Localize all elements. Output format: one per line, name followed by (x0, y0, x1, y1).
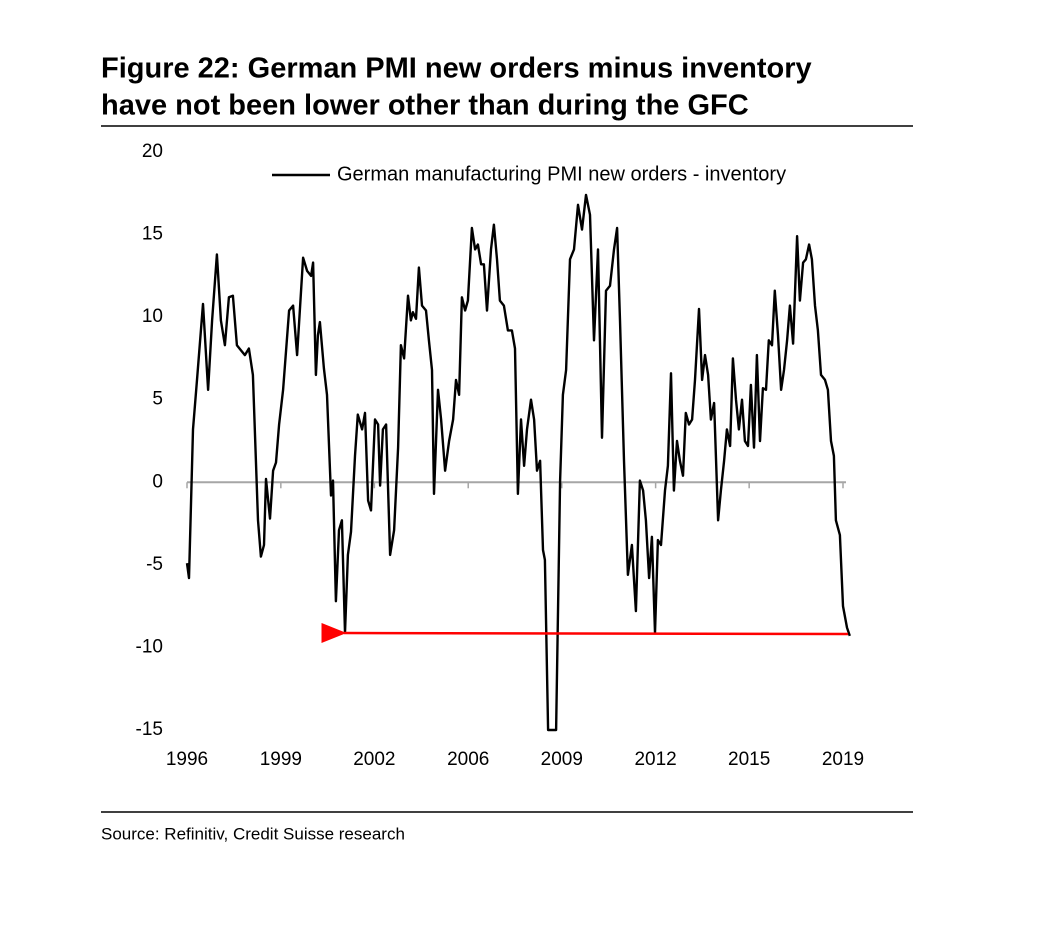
y-tick-label: 5 (152, 389, 163, 410)
x-tick-label: 2019 (822, 749, 864, 770)
source-note: Source: Refinitiv, Credit Suisse researc… (101, 824, 405, 843)
y-tick-label: 15 (142, 224, 163, 245)
x-tick-label: 2012 (634, 749, 676, 770)
y-tick-label: 20 (142, 141, 163, 162)
x-tick-label: 1996 (166, 749, 208, 770)
y-tick-label: -10 (136, 636, 163, 657)
y-tick-label: -15 (136, 719, 163, 740)
y-tick-label: 10 (142, 306, 163, 327)
chart-title: have not been lower other than during th… (101, 90, 749, 122)
chart-title: Figure 22: German PMI new orders minus i… (101, 53, 812, 85)
x-tick-label: 2006 (447, 749, 489, 770)
x-tick-label: 1999 (260, 749, 302, 770)
legend-label: German manufacturing PMI new orders - in… (337, 163, 786, 185)
x-tick-label: 2009 (541, 749, 583, 770)
x-tick-label: 2015 (728, 749, 770, 770)
x-tick-label: 2002 (353, 749, 395, 770)
data-line (185, 193, 851, 732)
y-tick-label: 0 (152, 471, 163, 492)
y-tick-label: -5 (146, 554, 163, 575)
annotation-arrow (321, 622, 849, 643)
